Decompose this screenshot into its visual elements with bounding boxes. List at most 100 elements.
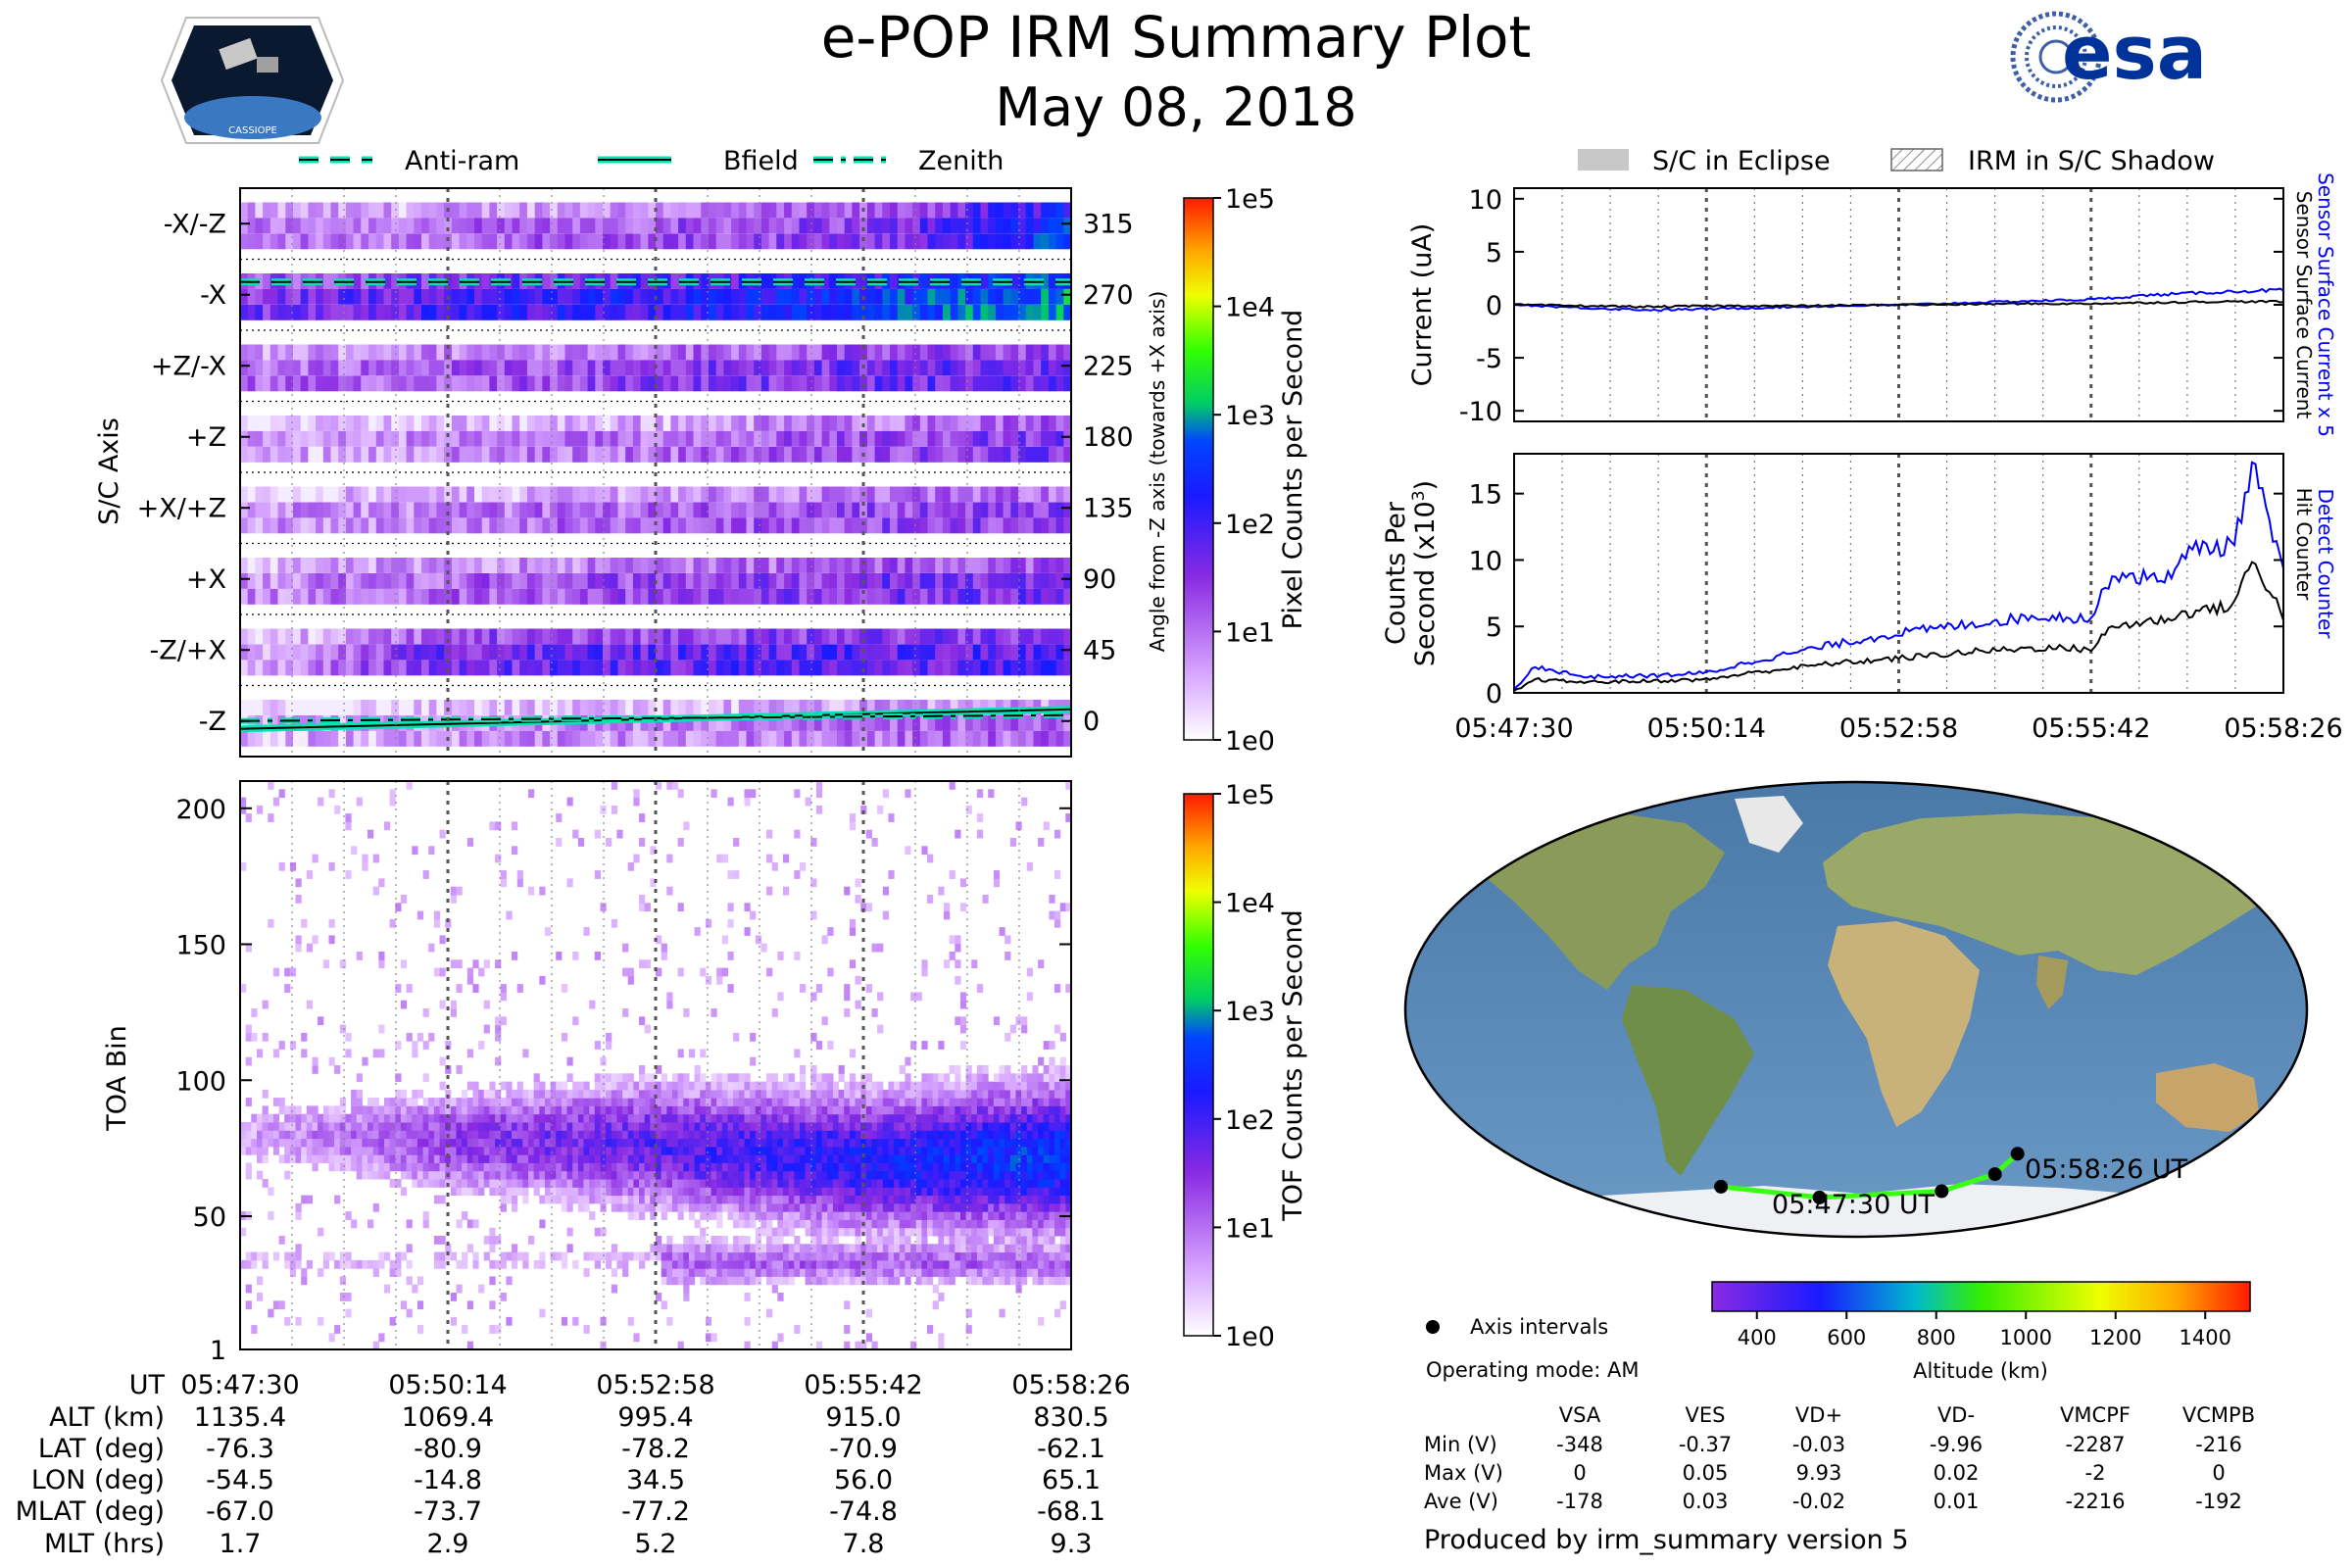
heatmap-cell [255,430,264,447]
heatmap-cell [322,288,332,305]
heatmap-cell [716,1113,723,1123]
heatmap-cell [738,304,748,320]
heatmap-cell [829,202,838,219]
heatmap-cell [495,1154,502,1163]
heatmap-cell [566,1195,573,1204]
heatmap-cell [980,375,989,392]
heatmap-cell [849,1089,857,1099]
heatmap-cell [1018,573,1027,589]
heatmap-cell [700,1122,707,1131]
heatmap-cell [289,1041,297,1050]
heatmap-cell [572,1105,579,1115]
heatmap-cell [942,288,952,305]
heatmap-cell [644,1251,651,1261]
heatmap-cell [478,1146,485,1155]
heatmap-cell [439,1162,446,1172]
heatmap-cell [445,1065,452,1074]
heatmap-cell [771,1227,778,1237]
heatmap-cell [544,1122,552,1131]
heatmap-cell [866,416,876,431]
heatmap-cell [661,1081,667,1091]
heatmap-cell [855,1105,861,1115]
heatmap-cell [650,1187,657,1197]
heatmap-cell [295,1130,302,1140]
heatmap-cell [810,1130,817,1140]
heatmap-cell [277,573,286,589]
heatmap-cell [351,1113,358,1123]
heatmap-cell [334,1065,341,1074]
heatmap-cell [353,730,362,747]
heatmap-cell [318,1016,324,1026]
heatmap-cell [1010,588,1019,605]
heatmap-cell [760,715,770,731]
heatmap-cell [300,573,309,589]
heatmap-cell [766,1236,773,1245]
heatmap-cell [577,1146,585,1155]
heatmap-cell [497,416,506,431]
heatmap-cell [450,886,457,896]
heatmap-cell [472,1251,479,1261]
heatmap-cell [474,644,483,661]
heatmap-cell [255,360,264,376]
heatmap-cell [322,273,332,289]
heatmap-cell [251,1251,258,1261]
heatmap-cell [988,715,997,731]
heatmap-cell [534,430,543,447]
heatmap-cell [897,502,906,518]
heatmap-cell [285,416,294,431]
heatmap-cell [791,558,801,573]
heatmap-cell [416,1122,424,1131]
heatmap-cell [606,838,612,847]
heatmap-cell [436,502,445,518]
heatmap-cell [738,700,748,715]
heatmap-cell [466,344,475,361]
heatmap-cell [715,202,724,219]
heatmap-cell [1055,517,1064,534]
heatmap-cell [656,502,664,518]
heatmap-cell [375,558,385,573]
heatmap-cell [821,1195,828,1204]
heatmap-cell [356,1105,363,1115]
heatmap-cell [428,1146,435,1155]
heatmap-cell [263,304,271,320]
heatmap-cell [564,517,573,534]
heatmap-cell [988,502,997,518]
heatmap-cell [1063,202,1072,219]
heatmap-cell [733,1113,740,1123]
heatmap-cell [616,1081,623,1091]
heatmap-cell [648,628,657,645]
heatmap-cell [777,1195,784,1204]
heatmap-cell [1018,218,1027,234]
heatmap-cell [616,1146,623,1155]
heatmap-cell [428,1170,435,1180]
heatmap-cell [656,430,664,447]
heatmap-cell [338,202,347,219]
heatmap-cell [625,502,634,518]
heatmap-cell [361,202,369,219]
heatmap-cell [905,304,913,320]
heatmap-cell [1018,730,1027,747]
heatmap-cell [685,573,695,589]
heatmap-cell [384,1154,391,1163]
heatmap-cell [512,1259,518,1269]
heatmap-cell [595,700,604,715]
heatmap-cell [855,1341,861,1350]
heatmap-cell [240,628,249,645]
heatmap-cell [897,344,906,361]
heatmap-cell [322,416,332,431]
heatmap-cell [616,1113,623,1123]
heatmap-cell [414,430,422,447]
heatmap-cell [919,430,929,447]
heatmap-cell [421,202,430,219]
heatmap-cell [362,1130,368,1140]
heatmap-cell [270,360,279,376]
heatmap-cell [500,1293,507,1301]
heatmap-cell [754,218,762,234]
heatmap-cell [715,628,724,645]
heatmap-cell [783,1105,790,1115]
heatmap-cell [805,1259,811,1269]
heatmap-cell [251,1138,258,1148]
heatmap-cell [456,1113,463,1123]
heatmap-cell [433,1251,441,1261]
heatmap-cell [905,558,913,573]
